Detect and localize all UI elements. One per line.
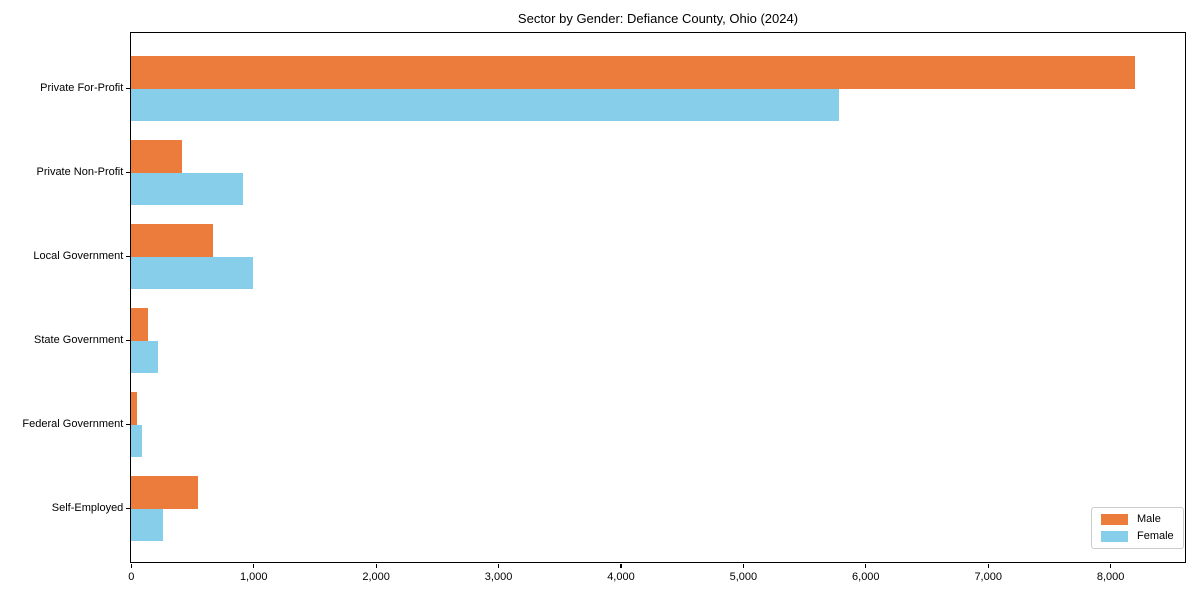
x-tick-8000 [1110, 563, 1112, 569]
y-tick-label-self-employed: Self-Employed [51, 501, 124, 514]
bar-female-private-for-profit [131, 88, 839, 121]
bar-male-private-for-profit [131, 56, 1135, 89]
y-tick-self-employed [125, 508, 131, 510]
x-tick-2000 [375, 563, 377, 569]
x-tick-6000 [865, 563, 867, 569]
bar-female-local-government [131, 256, 254, 289]
y-tick-label-state-government: State Government [34, 333, 124, 346]
bar-male-local-government [131, 224, 213, 257]
chart-title: Sector by Gender: Defiance County, Ohio … [517, 11, 799, 26]
bar-male-state-government [131, 308, 149, 341]
legend-swatch-female [1101, 531, 1128, 542]
x-tick-0 [130, 563, 132, 569]
bar-male-federal-government [131, 392, 137, 425]
bar-male-self-employed [131, 476, 199, 509]
y-tick-local-government [125, 256, 131, 258]
x-tick-3000 [497, 563, 500, 569]
y-tick-private-for-profit [125, 88, 131, 90]
x-tick-5000 [742, 563, 744, 569]
x-tick-label-3000: 3,000 [484, 570, 513, 583]
bar-female-private-non-profit [131, 172, 243, 205]
x-tick-label-5000: 5,000 [729, 570, 758, 583]
x-tick-label-7000: 7,000 [974, 570, 1002, 583]
bar-female-state-government [131, 340, 158, 373]
y-tick-label-federal-government: Federal Government [22, 417, 124, 430]
plot-area [130, 32, 1186, 563]
bar-female-self-employed [131, 508, 163, 541]
y-tick-label-private-non-profit: Private Non-Profit [36, 165, 124, 178]
x-tick-label-8000: 8,000 [1096, 570, 1125, 583]
x-tick-label-2000: 2,000 [362, 570, 390, 583]
x-tick-7000 [987, 563, 989, 569]
legend-label-male: Male [1137, 513, 1161, 525]
x-tick-label-1000: 1,000 [239, 570, 268, 583]
y-tick-state-government [125, 340, 131, 342]
legend-label-female: Female [1137, 530, 1174, 542]
bar-female-federal-government [131, 424, 142, 457]
x-tick-label-6000: 6,000 [852, 570, 880, 583]
y-tick-federal-government [125, 424, 131, 426]
y-tick-label-local-government: Local Government [33, 249, 124, 262]
bar-male-private-non-profit [131, 140, 183, 173]
x-tick-4000 [620, 563, 622, 569]
legend-item-female: Female [1101, 531, 1174, 542]
y-tick-label-private-for-profit: Private For-Profit [40, 81, 124, 94]
legend-item-male: Male [1101, 514, 1174, 525]
x-tick-label-4000: 4,000 [607, 570, 635, 583]
x-tick-label-0: 0 [128, 570, 135, 583]
legend: Male Female [1091, 507, 1184, 549]
x-tick-1000 [253, 563, 255, 569]
legend-swatch-male [1101, 514, 1128, 525]
y-tick-private-non-profit [125, 172, 131, 174]
